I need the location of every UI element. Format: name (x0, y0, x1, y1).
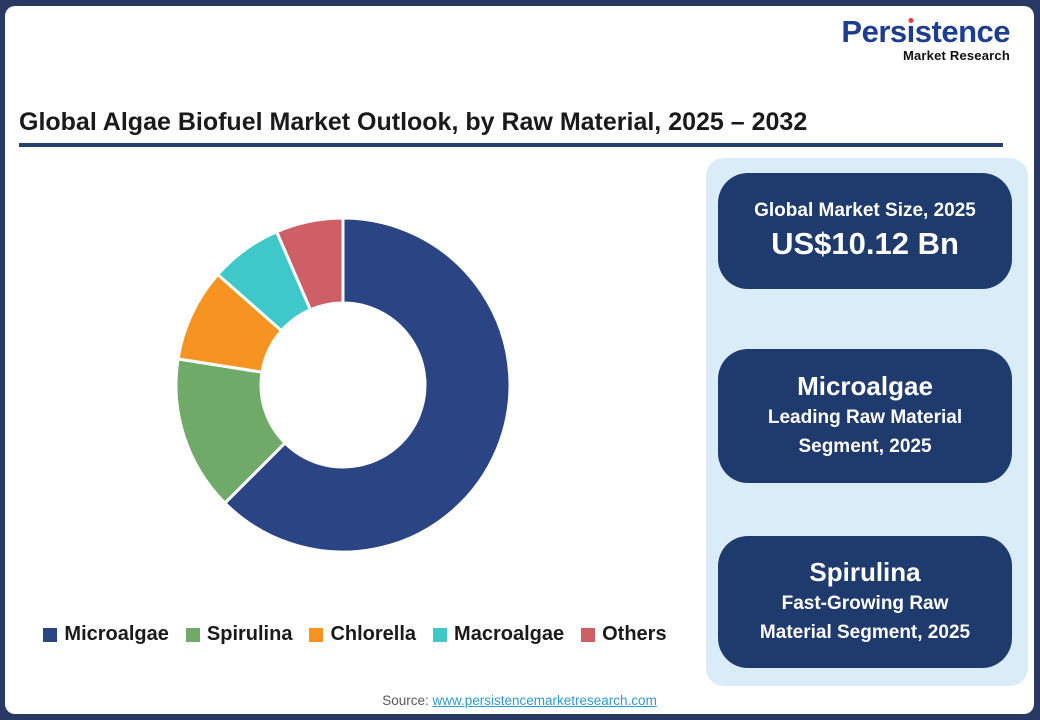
page-title: Global Algae Biofuel Market Outlook, by … (19, 108, 808, 136)
legend-label: Spirulina (206, 623, 293, 645)
legend-swatch-chlorella (309, 627, 324, 642)
fast-growing-segment-card: Spirulina Fast-Growing Raw Material Segm… (718, 536, 1012, 668)
leading-segment-caption: Leading Raw Material Segment, 2025 (767, 407, 963, 457)
title-underline (19, 143, 1003, 147)
market-size-value: US$10.12 Bn (771, 226, 959, 261)
market-size-heading: Global Market Size, 2025 (754, 200, 976, 221)
legend-swatch-spirulina (185, 627, 200, 642)
legend-label: Chlorella (330, 623, 417, 645)
fast-growing-segment-caption: Fast-Growing Raw Material Segment, 2025 (759, 593, 971, 643)
legend-item-macroalgae: Macroalgae (433, 623, 564, 646)
brand-i-red-dot (908, 18, 914, 23)
legend-label: Microalgae (64, 623, 169, 645)
donut-slice-microalgae (223, 216, 512, 554)
source-link[interactable]: www.persistencemarketresearch.com (432, 693, 657, 708)
legend-item-microalgae: Microalgae (43, 623, 169, 646)
page-canvas: Persı stence Market Research Global Algae… (5, 6, 1034, 714)
leading-segment-card: Microalgae Leading Raw Material Segment,… (718, 349, 1012, 483)
legend-label: Macroalgae (454, 623, 565, 645)
brand-subtitle: Market Research (902, 48, 1010, 63)
legend-swatch-others (581, 627, 596, 642)
donut-chart (174, 216, 512, 554)
legend-swatch-macroalgae (433, 627, 448, 642)
info-panel: Global Market Size, 2025 US$10.12 Bn Mic… (706, 158, 1028, 686)
legend-swatch-microalgae (43, 627, 58, 642)
source-line: Source: www.persistencemarketresearch.co… (5, 693, 1034, 708)
chart-legend: Microalgae Spirulina Chlorella Macroalgae Ot… (5, 623, 705, 646)
legend-item-chlorella: Chlorella (309, 623, 416, 646)
legend-item-others: Others (581, 623, 667, 646)
fast-growing-segment-name: Spirulina (809, 557, 921, 587)
legend-item-spirulina: Spirulina (185, 623, 293, 646)
source-label: Source: (382, 693, 429, 708)
legend-label: Others (602, 623, 667, 645)
leading-segment-name: Microalgae (797, 371, 933, 401)
brand-name: Persı stence (841, 14, 1010, 49)
donut-slice-others (275, 216, 345, 312)
brand-i-letter: ı (906, 14, 916, 49)
market-size-card: Global Market Size, 2025 US$10.12 Bn (718, 173, 1012, 289)
brand-logo: Persı stence Market Research (841, 16, 1010, 62)
